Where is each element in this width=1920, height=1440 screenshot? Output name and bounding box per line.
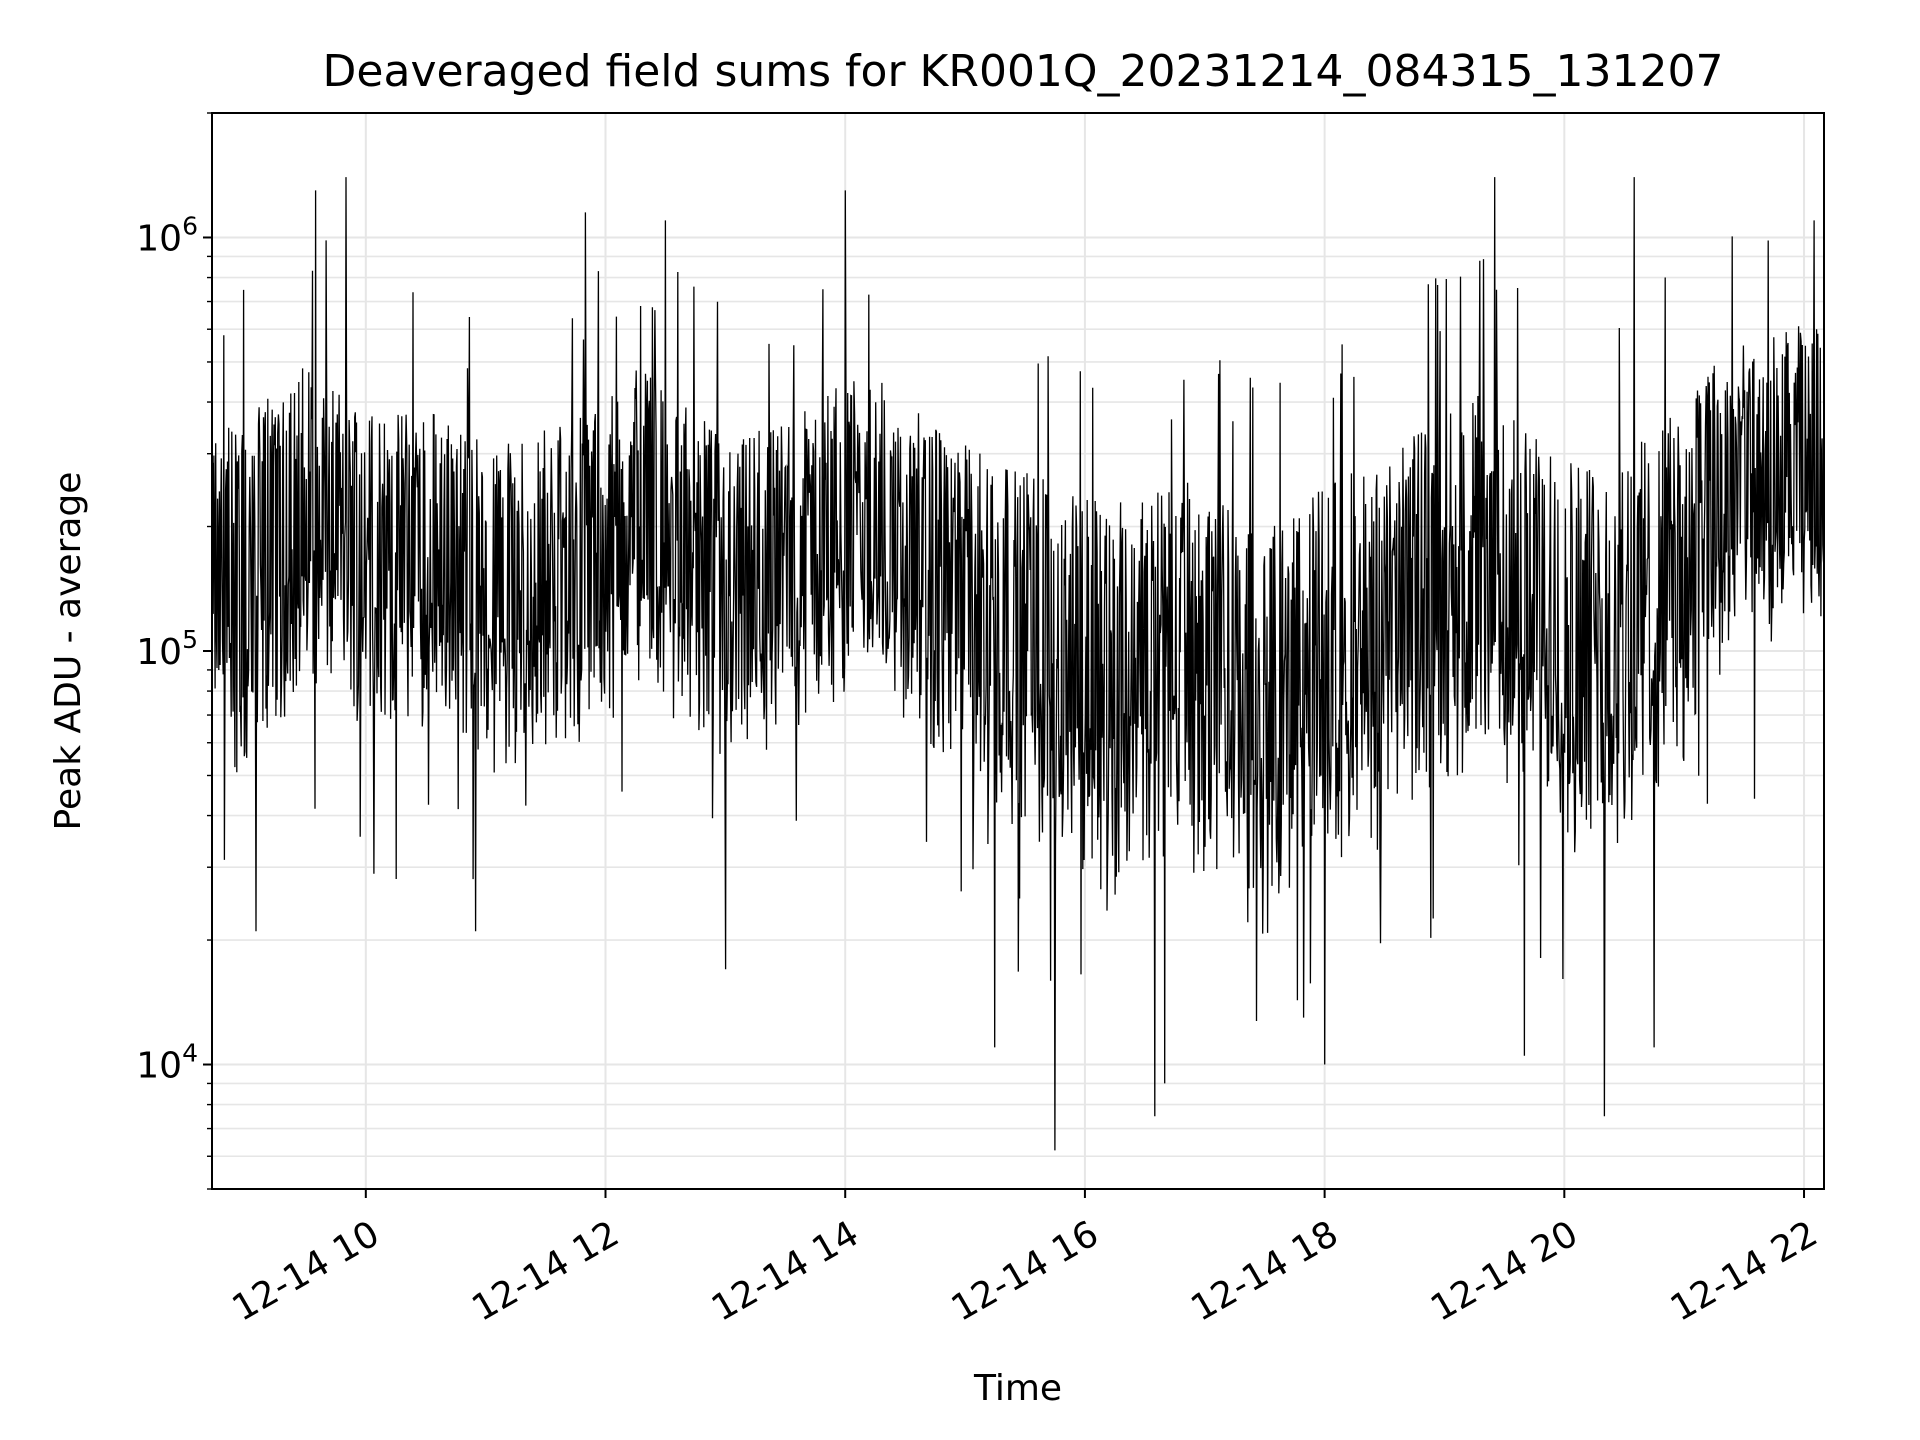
- y-tick-label: 106: [136, 211, 198, 259]
- data-series: [211, 177, 1825, 1151]
- x-axis-label: Time: [973, 1368, 1062, 1409]
- y-tick-label: 105: [136, 625, 198, 673]
- series-line: [211, 177, 1825, 1151]
- y-axis-label: Peak ADU - average: [48, 472, 89, 831]
- chart-title: Deaveraged field sums for KR001Q_2023121…: [323, 46, 1724, 97]
- y-tick-label: 104: [136, 1039, 198, 1087]
- plot-frame: [211, 112, 1825, 1190]
